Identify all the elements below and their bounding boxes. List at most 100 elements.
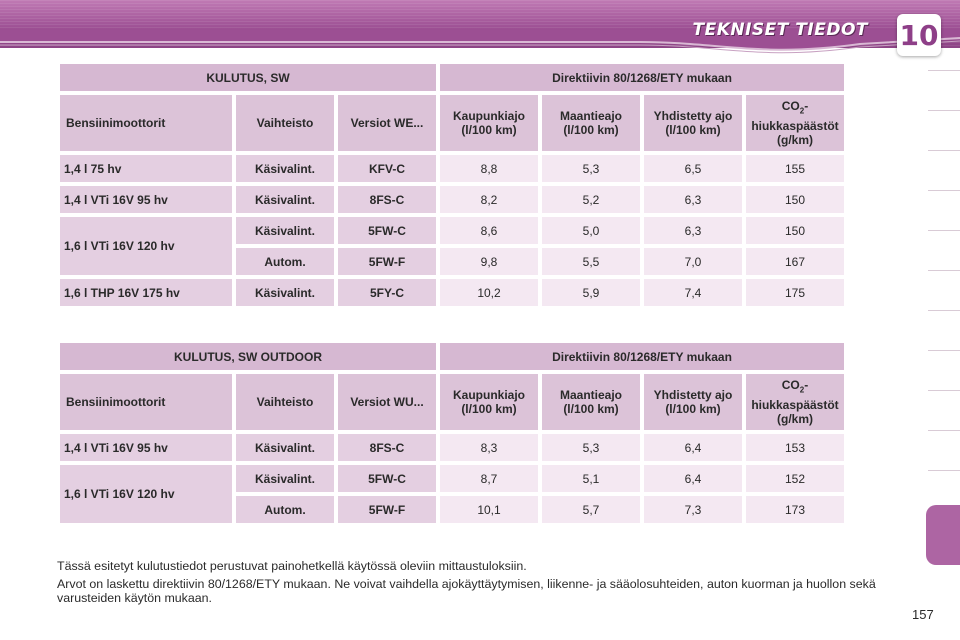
co2-label-suffix: -hiukkaspäästöt (g/km) [751, 99, 839, 147]
co2-cell: 150 [746, 217, 844, 244]
highway-cell: 5,7 [542, 496, 640, 523]
footnotes: Tässä esitetyt kulutustiedot perustuvat … [57, 559, 907, 609]
city-column-header: Kaupunkiajo (l/100 km) [440, 95, 538, 151]
highway-column-header: Maantieajo (l/100 km) [542, 374, 640, 430]
co2-cell: 175 [746, 279, 844, 306]
side-tab[interactable] [928, 470, 960, 511]
footnote: Tässä esitetyt kulutustiedot perustuvat … [57, 559, 527, 573]
gearbox-cell: Käsivalint. [236, 434, 334, 461]
combined-cell: 6,4 [644, 465, 742, 492]
header-wave [0, 30, 960, 54]
gearbox-column-header: Vaihteisto [236, 95, 334, 151]
highway-cell: 5,1 [542, 465, 640, 492]
side-tab-strip [928, 70, 960, 540]
gearbox-cell: Käsivalint. [236, 217, 334, 244]
version-cell: 5FW-F [338, 496, 436, 523]
gearbox-cell: Käsivalint. [236, 279, 334, 306]
page-number: 157 [912, 607, 934, 622]
co2-cell: 167 [746, 248, 844, 275]
page-title: TEKNISET TIEDOT [692, 20, 868, 40]
footnote: Arvot on laskettu direktiivin 80/1268/ET… [57, 577, 876, 605]
table-row: Autom. 5FW-F 9,8 5,5 7,0 167 [60, 248, 844, 275]
consumption-table-sw-outdoor: KULUTUS, SW OUTDOOR Direktiivin 80/1268/… [56, 339, 848, 527]
versions-column-header: Versiot WU... [338, 374, 436, 430]
co2-cell: 152 [746, 465, 844, 492]
city-cell: 10,1 [440, 496, 538, 523]
gearbox-cell: Autom. [236, 248, 334, 275]
side-tab[interactable] [928, 310, 960, 351]
side-tab[interactable] [928, 70, 960, 111]
combined-column-header: Yhdistetty ajo (l/100 km) [644, 374, 742, 430]
gearbox-column-header: Vaihteisto [236, 374, 334, 430]
engine-cell: 1,6 l VTi 16V 120 hv [60, 465, 232, 523]
table-row: 1,4 l VTi 16V 95 hv Käsivalint. 8FS-C 8,… [60, 186, 844, 213]
gearbox-cell: Käsivalint. [236, 465, 334, 492]
co2-subscript: 2 [799, 385, 805, 395]
combined-cell: 7,3 [644, 496, 742, 523]
side-tab-active-chapter[interactable] [926, 505, 960, 565]
co2-label: CO [781, 99, 800, 114]
chapter-number-badge: 10 [897, 14, 941, 56]
highway-cell: 5,5 [542, 248, 640, 275]
co2-cell: 155 [746, 155, 844, 182]
table-title: KULUTUS, SW [60, 64, 436, 91]
side-tab[interactable] [928, 110, 960, 151]
city-cell: 8,2 [440, 186, 538, 213]
table-row: 1,4 l VTi 16V 95 hv Käsivalint. 8FS-C 8,… [60, 434, 844, 461]
co2-cell: 150 [746, 186, 844, 213]
consumption-table-sw: KULUTUS, SW Direktiivin 80/1268/ETY muka… [56, 60, 848, 310]
combined-cell: 6,4 [644, 434, 742, 461]
co2-cell: 153 [746, 434, 844, 461]
highway-cell: 5,2 [542, 186, 640, 213]
table-row: 1,6 l VTi 16V 120 hv Käsivalint. 5FW-C 8… [60, 217, 844, 275]
table-title: KULUTUS, SW OUTDOOR [60, 343, 436, 370]
city-column-header: Kaupunkiajo (l/100 km) [440, 374, 538, 430]
engine-column-header: Bensiinimoottorit [60, 95, 232, 151]
version-cell: 8FS-C [338, 186, 436, 213]
directive-header: Direktiivin 80/1268/ETY mukaan [440, 343, 844, 370]
highway-column-header: Maantieajo (l/100 km) [542, 95, 640, 151]
version-cell: KFV-C [338, 155, 436, 182]
side-tab[interactable] [928, 190, 960, 231]
engine-column-header: Bensiinimoottorit [60, 374, 232, 430]
engine-cell: 1,4 l VTi 16V 95 hv [60, 434, 232, 461]
side-tab[interactable] [928, 230, 960, 271]
highway-cell: 5,3 [542, 434, 640, 461]
combined-cell: 6,3 [644, 186, 742, 213]
engine-cell: 1,4 l VTi 16V 95 hv [60, 186, 232, 213]
co2-column-header: CO2-hiukkaspäästöt (g/km) [746, 374, 844, 430]
co2-column-header: CO2-hiukkaspäästöt (g/km) [746, 95, 844, 151]
side-tab[interactable] [928, 350, 960, 391]
side-tab[interactable] [928, 270, 960, 311]
city-cell: 9,8 [440, 248, 538, 275]
gearbox-cell: Autom. [236, 496, 334, 523]
version-cell: 5FW-F [338, 248, 436, 275]
side-tab[interactable] [928, 430, 960, 471]
combined-cell: 6,3 [644, 217, 742, 244]
table-row: 1,4 l 75 hv Käsivalint. KFV-C 8,8 5,3 6,… [60, 155, 844, 182]
side-tab[interactable] [928, 150, 960, 191]
table-row: 1,6 l THP 16V 175 hv Käsivalint. 5FY-C 1… [60, 279, 844, 306]
co2-subscript: 2 [799, 106, 805, 116]
engine-cell: 1,6 l VTi 16V 120 hv [60, 217, 232, 275]
directive-header: Direktiivin 80/1268/ETY mukaan [440, 64, 844, 91]
co2-label-suffix: -hiukkaspäästöt (g/km) [751, 378, 839, 426]
versions-column-header: Versiot WE... [338, 95, 436, 151]
engine-cell: 1,6 l THP 16V 175 hv [60, 279, 232, 306]
version-cell: 5FW-C [338, 465, 436, 492]
engine-cell: 1,4 l 75 hv [60, 155, 232, 182]
co2-label: CO [781, 378, 800, 393]
co2-cell: 173 [746, 496, 844, 523]
highway-cell: 5,0 [542, 217, 640, 244]
gearbox-cell: Käsivalint. [236, 155, 334, 182]
table-row: 1,6 l VTi 16V 120 hv Käsivalint. 5FW-C 8… [60, 465, 844, 523]
gearbox-cell: Käsivalint. [236, 186, 334, 213]
city-cell: 8,3 [440, 434, 538, 461]
city-cell: 8,8 [440, 155, 538, 182]
city-cell: 8,7 [440, 465, 538, 492]
side-tab[interactable] [928, 390, 960, 431]
combined-column-header: Yhdistetty ajo (l/100 km) [644, 95, 742, 151]
city-cell: 8,6 [440, 217, 538, 244]
city-cell: 10,2 [440, 279, 538, 306]
combined-cell: 6,5 [644, 155, 742, 182]
